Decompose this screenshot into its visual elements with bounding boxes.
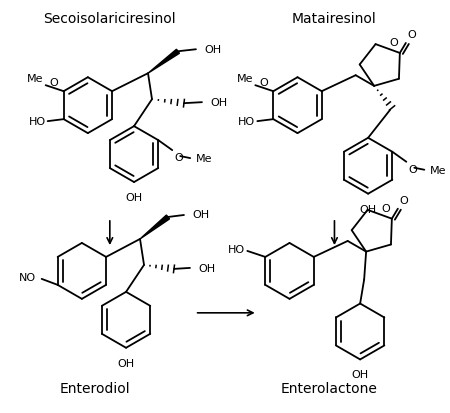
Text: O: O — [408, 30, 417, 40]
Text: Me: Me — [27, 74, 44, 84]
Text: OH: OH — [204, 45, 221, 55]
Text: O: O — [259, 78, 268, 88]
Text: Me: Me — [430, 165, 447, 175]
Polygon shape — [140, 216, 170, 240]
Text: OH: OH — [210, 98, 227, 108]
Text: OH: OH — [351, 370, 369, 380]
Text: HO: HO — [238, 117, 255, 127]
Text: Me: Me — [196, 154, 213, 164]
Text: O: O — [50, 78, 58, 88]
Text: O: O — [382, 203, 390, 214]
Text: OH: OH — [360, 204, 377, 214]
Text: Enterolactone: Enterolactone — [281, 381, 378, 395]
Polygon shape — [148, 50, 180, 74]
Text: O: O — [400, 195, 409, 205]
Text: Matairesinol: Matairesinol — [292, 12, 377, 26]
Text: OH: OH — [126, 192, 143, 202]
Text: OH: OH — [198, 263, 215, 273]
Text: O: O — [408, 164, 417, 174]
Text: O: O — [390, 38, 398, 48]
Text: HO: HO — [228, 244, 245, 254]
Text: HO: HO — [28, 117, 46, 127]
Text: O: O — [174, 153, 183, 163]
Text: NO: NO — [18, 272, 36, 282]
Text: Secoisolariciresinol: Secoisolariciresinol — [44, 12, 176, 26]
Text: OH: OH — [117, 358, 135, 368]
Text: Me: Me — [237, 74, 253, 84]
Text: Enterodiol: Enterodiol — [59, 381, 130, 395]
Text: OH: OH — [192, 209, 209, 219]
